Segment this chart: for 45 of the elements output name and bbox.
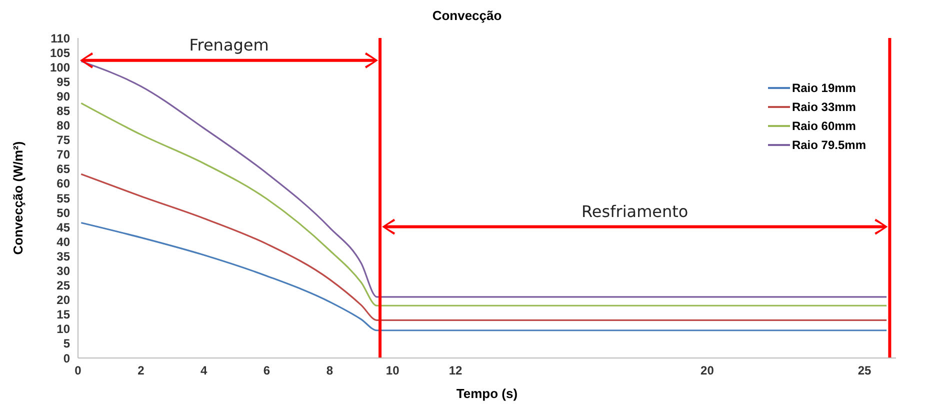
- chart-title: Convecção: [431, 8, 503, 25]
- y-tick-label: 10: [56, 322, 70, 336]
- legend-label: Raio 19mm: [792, 80, 856, 94]
- line-series: [80, 102, 888, 306]
- legend-label: Raio 33mm: [792, 100, 856, 114]
- x-axis-title: Tempo (s): [456, 386, 518, 401]
- y-tick-label: 0: [63, 351, 70, 366]
- x-tick-label: 12: [448, 364, 463, 378]
- x-tick-label: 2: [138, 364, 145, 378]
- line-series: [80, 60, 888, 298]
- y-tick-label: 105: [50, 46, 70, 60]
- legend-label: Raio 79.5mm: [792, 138, 866, 152]
- y-tick-label: 70: [56, 148, 70, 162]
- y-tick-label: 110: [50, 31, 70, 46]
- y-tick-label: 95: [56, 74, 70, 89]
- x-tick-label: 20: [700, 364, 714, 378]
- y-tick-label: 35: [56, 249, 70, 264]
- x-tick-label: 6: [263, 364, 270, 378]
- x-tick-label: 8: [326, 364, 334, 378]
- y-tick-label: 5: [63, 336, 70, 351]
- x-tick-label: 25: [858, 364, 872, 378]
- y-tick-label: 45: [56, 220, 70, 234]
- legend-label: Raio 60mm: [792, 118, 856, 132]
- y-tick-label: 65: [56, 162, 70, 176]
- y-tick-label: 90: [56, 89, 70, 104]
- x-tick-label: 4: [200, 364, 208, 378]
- line-series: [80, 222, 888, 332]
- y-tick-label: 30: [56, 264, 70, 278]
- annotation: Resfriamento: [582, 202, 688, 221]
- annotation: Frenagem: [189, 35, 269, 54]
- y-tick-label: 80: [56, 118, 70, 133]
- y-tick-label: 25: [56, 278, 70, 293]
- y-tick-label: 20: [56, 293, 70, 308]
- y-tick-label: 75: [56, 133, 70, 148]
- y-tick-label: 85: [56, 104, 70, 118]
- y-tick-label: 60: [56, 176, 70, 191]
- y-axis-title: Convecção (W/m²): [10, 141, 26, 255]
- y-tick-label: 55: [56, 191, 70, 206]
- y-tick-label: 40: [56, 234, 70, 249]
- x-tick-label: 0: [74, 364, 82, 378]
- y-tick-label: 100: [50, 60, 70, 74]
- x-tick-label: 10: [386, 364, 400, 378]
- line-series: [80, 173, 888, 321]
- y-tick-label: 50: [56, 206, 70, 220]
- y-tick-label: 15: [56, 308, 70, 322]
